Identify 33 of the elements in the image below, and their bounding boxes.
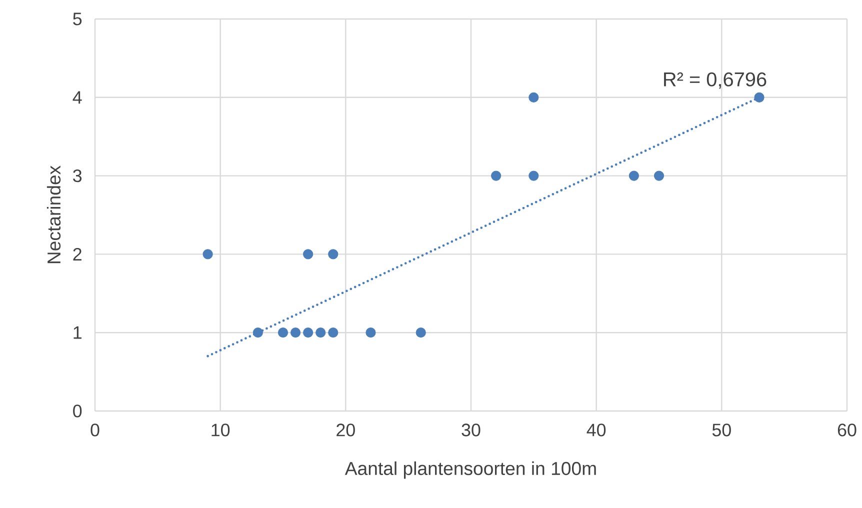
point <box>278 328 288 338</box>
point <box>202 249 213 260</box>
point <box>754 92 764 102</box>
point <box>328 328 338 338</box>
y-tick-label: 5 <box>73 12 82 26</box>
point <box>654 170 664 181</box>
point <box>316 328 326 338</box>
point <box>491 170 502 181</box>
point <box>290 328 301 338</box>
y-tick-label: 2 <box>73 248 82 260</box>
point <box>628 170 639 181</box>
point <box>328 249 338 260</box>
y-tick-label: 4 <box>72 91 82 104</box>
x-tick-label: 50 <box>712 424 731 436</box>
x-tick-label: 0 <box>90 424 100 436</box>
point <box>303 328 314 338</box>
point <box>252 328 263 338</box>
y-axis-title: Nectarindex <box>46 166 61 264</box>
y-tick-label: 3 <box>73 169 82 182</box>
x-tick-label: 20 <box>336 424 355 436</box>
point <box>528 170 539 181</box>
x-tick-label: 40 <box>586 424 606 436</box>
point <box>366 328 376 338</box>
point <box>528 92 539 102</box>
x-tick-label: 30 <box>462 424 480 436</box>
y-tick-label: 0 <box>73 404 82 418</box>
point <box>303 249 314 260</box>
x-axis-title: Aantal plantensoorten in 100m <box>344 461 596 479</box>
x-tick-label: 60 <box>838 424 856 436</box>
annotation: R² = 0,6796 <box>664 72 766 89</box>
x-tick-label: 10 <box>212 424 230 436</box>
y-tick-label: 1 <box>74 326 82 339</box>
point <box>416 328 426 338</box>
